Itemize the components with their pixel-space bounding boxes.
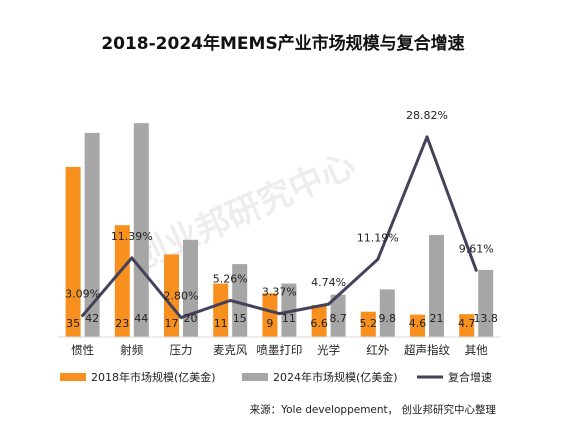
bar-2018-5 — [311, 304, 327, 337]
category-label-4: 喷墨打印 — [256, 343, 302, 357]
bar-2018-label-4: 9 — [266, 317, 273, 330]
bar-2018-4 — [262, 293, 278, 337]
chart-title: 2018-2024年MEMS产业市场规模与复合增速 — [101, 33, 464, 54]
bar-2024-label-7: 21 — [430, 312, 444, 325]
source-note: 来源：Yole developpement， 创业邦研究中心整理 — [250, 403, 497, 416]
bar-2024-3 — [232, 264, 248, 337]
bar-2018-6 — [360, 311, 376, 337]
growth-rate-point-2 — [179, 316, 183, 320]
growth-rate-label-0: 3.09% — [65, 288, 100, 301]
bar-2018-label-7: 4.6 — [409, 317, 427, 330]
bar-2024-label-4: 11 — [282, 312, 296, 325]
category-label-1: 射频 — [120, 343, 143, 357]
growth-rate-label-1: 11.39% — [111, 230, 153, 243]
category-labels: 惯性 射频 压力 麦克风 喷墨打印 光学 红外 超声指纹 其他 — [71, 343, 488, 357]
bar-2024-1 — [133, 123, 149, 337]
bars-layer — [65, 123, 494, 337]
line-layer — [81, 135, 478, 320]
bar-2018-label-1: 23 — [115, 317, 129, 330]
growth-rate-label-5: 4.74% — [311, 276, 346, 289]
bar-2024-8 — [478, 269, 494, 337]
bar-2018-1 — [114, 225, 130, 337]
bar-2024-6 — [379, 289, 395, 337]
bar-2024-label-8: 13.8 — [473, 312, 498, 325]
bar-2018-3 — [213, 283, 229, 337]
bar-2018-2 — [164, 254, 179, 337]
category-label-5: 光学 — [317, 343, 340, 357]
growth-rate-point-3 — [228, 298, 232, 302]
bar-2018-8 — [459, 314, 475, 337]
growth-rate-label-8: 9.61% — [459, 242, 494, 255]
category-label-3: 麦克风 — [213, 343, 248, 357]
bar-2024-label-3: 15 — [233, 312, 247, 325]
bar-2018-label-0: 35 — [66, 317, 80, 330]
growth-rate-label-3: 5.26% — [213, 272, 248, 285]
bar-2024-label-5: 8.7 — [329, 312, 347, 325]
bar-2018-7 — [410, 314, 425, 337]
growth-rate-point-4 — [277, 312, 281, 316]
category-label-0: 惯性 — [71, 343, 94, 357]
growth-rate-point-7 — [425, 135, 429, 139]
legend-label-growth-rate: 复合增速 — [448, 370, 492, 384]
watermark: 创业邦研究中心 — [126, 145, 361, 279]
bar-2024-label-1: 44 — [134, 312, 148, 325]
bar-2018-label-8: 4.7 — [458, 317, 476, 330]
growth-rate-label-2: 2.80% — [164, 290, 199, 303]
legend-label-2024: 2024年市场规模(亿美金) — [273, 370, 398, 384]
growth-rate-point-5 — [327, 302, 331, 306]
bar-2024-label-2: 20 — [184, 312, 198, 325]
bar-2024-label-6: 9.8 — [379, 312, 397, 325]
bar-2024-0 — [84, 132, 100, 337]
growth-rate-label-7: 28.82% — [406, 109, 448, 122]
growth-rate-point-0 — [81, 314, 85, 318]
bar-2024-7 — [429, 234, 444, 337]
growth-rate-point-1 — [130, 256, 134, 260]
bar-2018-label-5: 6.6 — [310, 317, 328, 330]
growth-rate-label-4: 3.37% — [262, 286, 297, 299]
labels-layer: 35 42 23 44 17 20 11 15 9 11 6.6 8.7 5.2 9.8 4.6 21 4.71… — [65, 109, 498, 330]
category-label-2: 压力 — [170, 343, 193, 357]
category-label-6: 红外 — [366, 343, 389, 357]
legend-swatch-2018 — [60, 373, 86, 381]
bar-2018-0 — [65, 166, 81, 337]
growth-rate-label-6: 11.19% — [357, 231, 399, 244]
category-label-7: 超声指纹 — [404, 343, 450, 357]
category-label-8: 其他 — [465, 343, 488, 357]
bar-2024-5 — [330, 294, 346, 337]
bar-2024-label-0: 42 — [85, 312, 99, 325]
bar-2018-label-2: 17 — [165, 317, 179, 330]
growth-rate-point-8 — [474, 268, 478, 272]
growth-rate-point-6 — [376, 257, 380, 261]
bar-2018-label-6: 5.2 — [360, 317, 378, 330]
legend: 2018年市场规模(亿美金) 2024年市场规模(亿美金) 复合增速 — [60, 370, 492, 384]
legend-label-2018: 2018年市场规模(亿美金) — [91, 370, 216, 384]
bar-2018-label-3: 11 — [214, 317, 228, 330]
legend-swatch-2024 — [242, 373, 268, 381]
